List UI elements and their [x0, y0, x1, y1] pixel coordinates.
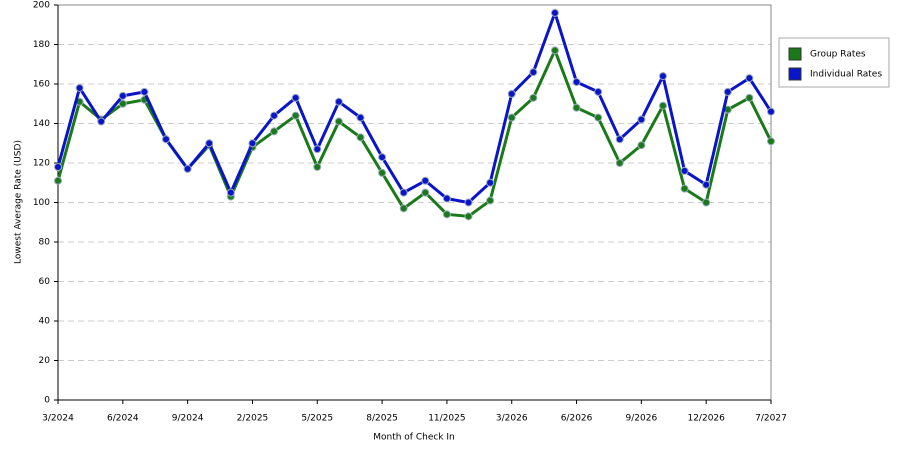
data-point — [615, 159, 624, 167]
x-tick-label: 8/2025 — [366, 414, 398, 424]
data-point — [529, 68, 538, 77]
data-point — [75, 83, 84, 92]
data-point — [680, 166, 689, 175]
data-point — [658, 101, 667, 110]
data-point — [399, 204, 408, 213]
x-tick-label: 3/2024 — [42, 414, 74, 424]
data-point — [550, 46, 559, 55]
plot-frame — [57, 4, 772, 401]
data-point — [464, 212, 473, 221]
data-point — [702, 198, 711, 207]
data-point — [745, 93, 754, 102]
data-point — [97, 117, 106, 126]
x-tick-label: 2/2025 — [237, 414, 269, 424]
data-point — [183, 164, 192, 173]
data-point — [226, 188, 235, 197]
data-point — [399, 188, 408, 197]
y-tick-label: 40 — [39, 317, 51, 327]
y-tick-label: 200 — [33, 1, 50, 11]
data-point — [118, 91, 127, 100]
x-tick-label: 6/2024 — [107, 414, 139, 424]
data-point — [442, 194, 451, 203]
y-tick-label: 100 — [33, 198, 50, 208]
data-point — [334, 97, 343, 106]
y-tick-label: 140 — [33, 119, 50, 129]
data-point — [356, 133, 365, 142]
data-point — [702, 180, 711, 189]
data-point — [572, 103, 581, 112]
y-tick-label: 80 — [39, 238, 51, 248]
y-tick-label: 120 — [33, 159, 50, 169]
data-point — [486, 196, 495, 205]
data-point — [442, 210, 451, 219]
series-line — [56, 8, 773, 205]
y-tick-label: 20 — [39, 356, 51, 366]
data-point — [313, 145, 322, 154]
data-point — [723, 87, 732, 96]
x-tick-label: 12/2026 — [687, 414, 725, 424]
data-point — [118, 99, 127, 108]
data-point — [421, 188, 430, 197]
data-point — [615, 135, 624, 144]
data-point — [54, 176, 62, 185]
data-point — [334, 117, 343, 126]
y-tick-label: 180 — [33, 40, 50, 50]
data-point — [767, 137, 775, 146]
data-point — [637, 141, 646, 150]
legend-swatch — [788, 47, 802, 61]
data-point — [378, 153, 387, 162]
data-point — [54, 162, 62, 171]
data-point — [270, 111, 279, 120]
data-point — [572, 78, 581, 87]
data-point — [658, 72, 667, 81]
data-point — [291, 93, 300, 102]
data-point — [162, 135, 171, 144]
y-axis-label: Lowest Average Rate (USD) — [14, 140, 24, 264]
data-point — [767, 107, 775, 116]
x-tick-label: 5/2025 — [301, 414, 333, 424]
data-point — [140, 87, 149, 96]
x-tick-label: 9/2026 — [626, 414, 658, 424]
data-point — [248, 139, 257, 148]
y-tick-label: 160 — [33, 80, 50, 90]
legend-swatch — [788, 67, 802, 81]
data-point — [421, 176, 430, 185]
x-axis-label: Month of Check In — [373, 433, 455, 443]
data-point — [205, 139, 214, 148]
x-tick-label: 7/2027 — [755, 414, 787, 424]
data-point — [529, 93, 538, 102]
y-tick-label: 0 — [44, 396, 50, 406]
data-point — [464, 198, 473, 207]
data-point — [378, 168, 387, 177]
data-point — [507, 113, 516, 122]
x-tick-label: 9/2024 — [172, 414, 204, 424]
data-point — [486, 178, 495, 187]
data-point — [507, 89, 516, 98]
data-point — [594, 87, 603, 96]
x-tick-label: 6/2026 — [561, 414, 593, 424]
data-point — [313, 162, 322, 171]
x-tick-label: 3/2026 — [496, 414, 528, 424]
data-point — [745, 74, 754, 83]
data-point — [356, 113, 365, 122]
data-point — [270, 127, 279, 136]
legend-label: Individual Rates — [810, 70, 882, 80]
data-point — [680, 184, 689, 193]
data-point — [637, 115, 646, 124]
data-point — [291, 111, 300, 120]
y-tick-label: 60 — [39, 277, 51, 287]
x-tick-label: 11/2025 — [428, 414, 465, 424]
legend-label: Group Rates — [810, 50, 866, 60]
data-point — [550, 8, 559, 17]
data-point — [594, 113, 603, 122]
